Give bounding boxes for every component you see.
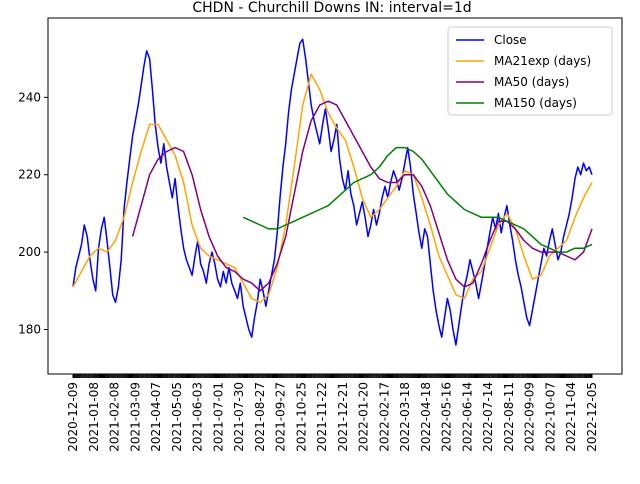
x-tick-label: 2021-05-05 (170, 382, 184, 452)
y-tick-label: 180 (18, 323, 41, 337)
x-tick-label: 2022-04-18 (419, 382, 433, 452)
x-tick-label: 2022-12-05 (585, 382, 599, 452)
x-tick-label: 2022-07-14 (481, 382, 495, 452)
legend-box (447, 26, 613, 116)
y-tick-label: 200 (18, 245, 41, 259)
x-tick-label: 2021-01-08 (87, 382, 101, 452)
x-tick-label: 2021-11-22 (315, 382, 329, 452)
legend-label: MA21exp (days) (494, 54, 591, 68)
legend: Close MA21exp (days) MA50 (days) MA150 (day… (447, 26, 613, 116)
legend-label: MA50 (days) (494, 75, 569, 89)
x-tick-label: 2022-10-07 (544, 382, 558, 452)
series-line-ma50-days (131, 100, 593, 292)
legend-label: MA150 (days) (494, 96, 577, 110)
x-tick-label: 2021-10-25 (294, 382, 308, 452)
x-tick-label: 2021-06-03 (191, 382, 205, 452)
x-tick-label: 2021-03-09 (128, 382, 142, 452)
y-tick-label: 240 (18, 90, 41, 104)
x-tick-label: 2022-11-04 (564, 382, 578, 452)
x-tick-label: 2022-05-16 (440, 382, 454, 452)
y-tick-label: 220 (18, 168, 41, 182)
x-tick-label: 2020-12-09 (66, 382, 80, 452)
series-line-ma21exp-days (72, 73, 593, 304)
x-tick-label: 2021-07-30 (232, 382, 246, 452)
axes: 180 200 220 240 2020-12-09 2021-01-08 2021-02-… (18, 17, 623, 452)
chart-title: CHDN - Churchill Downs IN: interval=1d (192, 0, 471, 16)
x-tick-label: 2022-02-17 (377, 382, 391, 452)
x-tick-label: 2021-09-27 (274, 382, 288, 452)
x-tick-label: 2021-07-01 (211, 382, 225, 452)
x-tick-label: 2022-09-09 (523, 382, 537, 452)
series-line-close (72, 38, 593, 346)
x-tick-label: 2021-08-27 (253, 382, 267, 452)
x-tick-label: 2022-08-11 (502, 382, 516, 452)
x-tick-label: 2022-06-14 (460, 382, 474, 452)
series-line-ma150-days (242, 146, 593, 253)
x-tick-label: 2021-12-21 (336, 382, 350, 452)
x-tick-label: 2021-02-08 (108, 382, 122, 452)
x-tick-label: 2022-03-18 (398, 382, 412, 452)
x-tick-label: 2022-01-20 (357, 382, 371, 452)
plot-area (72, 38, 593, 346)
x-tick-label: 2021-04-07 (149, 382, 163, 452)
legend-label: Close (494, 33, 527, 47)
